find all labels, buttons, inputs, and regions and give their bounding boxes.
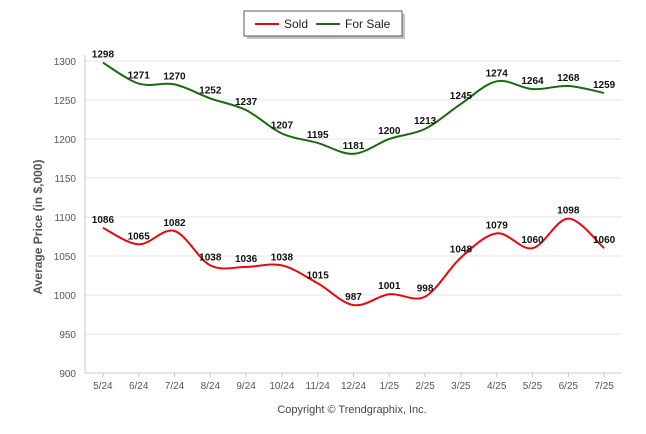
gridlines [85,60,622,335]
x-tick-label: 7/25 [594,381,614,392]
series-lines [102,61,605,307]
x-tick-label: 10/24 [269,381,294,392]
data-label-for-sale: 1274 [486,68,509,79]
y-tick-label: 950 [59,330,76,341]
data-label-for-sale: 1213 [414,116,437,127]
data-label-sold: 1048 [450,245,473,256]
data-label-sold: 1079 [486,220,509,231]
x-tick-label: 1/25 [380,381,400,392]
data-label-sold: 1060 [593,235,616,246]
data-label-for-sale: 1259 [593,80,616,91]
y-tick-label: 1100 [54,213,76,224]
x-tick-label: 11/24 [306,381,331,392]
series-line-sold [102,217,605,307]
data-label-for-sale: 1264 [521,76,544,87]
x-tick-label: 2/25 [415,381,435,392]
x-tick-label: 5/25 [523,381,543,392]
y-tick-label: 1000 [54,291,77,302]
data-label-sold: 987 [345,292,362,303]
data-label-sold: 1098 [557,206,580,217]
y-tick-labels: 900 950 1000 1050 1100 1150 1200 1250 1300 [54,57,77,380]
series-line-for-sale [102,61,605,155]
data-label-for-sale: 1270 [163,71,186,82]
x-tick-label: 4/25 [487,381,507,392]
x-tick-label: 9/24 [236,381,256,392]
x-tick-label: 3/25 [451,381,471,392]
x-tick-label: 12/24 [341,381,366,392]
data-label-sold: 998 [417,284,434,295]
data-label-for-sale: 1237 [235,97,258,108]
y-tick-label: 1150 [54,174,76,185]
x-tick-label: 7/24 [165,381,185,392]
y-tick-label: 900 [59,369,76,380]
data-label-sold: 1082 [163,218,186,229]
x-tick-label: 6/25 [559,381,579,392]
y-tick-label: 1300 [54,57,77,68]
legend-label-sold: Sold [284,17,308,31]
data-label-sold: 1038 [271,252,294,263]
data-label-for-sale: 1268 [557,73,580,84]
data-label-for-sale: 1200 [378,126,401,137]
data-label-for-sale: 1271 [128,71,151,82]
data-label-sold: 1060 [521,235,544,246]
data-label-for-sale: 1181 [343,141,365,152]
legend: Sold For Sale [243,10,405,39]
copyright-credit: Copyright © Trendgraphix, Inc. [277,404,426,416]
data-label-for-sale: 1298 [92,50,115,61]
x-tick-labels: 5/24 6/24 7/24 8/24 9/24 10/24 11/24 12/24 1/25 2… [93,381,614,392]
data-label-sold: 1065 [128,231,151,242]
data-label-for-sale: 1252 [199,85,222,96]
y-tick-label: 1050 [54,252,77,263]
data-labels: 1086 1065 1082 1038 1036 1038 1015 987 1001 998 10… [92,50,616,304]
data-label-sold: 1086 [92,215,115,226]
x-tick-label: 5/24 [93,381,113,392]
x-tick-label: 8/24 [201,381,221,392]
y-axis-title: Average Price (in $,000) [31,160,45,295]
data-label-for-sale: 1207 [271,121,294,132]
data-label-for-sale: 1245 [450,91,473,102]
data-label-sold: 1015 [307,270,330,281]
x-tick-label: 6/24 [129,381,149,392]
legend-label-for-sale: For Sale [345,17,391,31]
data-label-sold: 1036 [235,254,258,265]
axes [84,55,622,377]
y-tick-label: 1250 [54,96,77,107]
y-tick-label: 1200 [54,135,77,146]
data-label-sold: 1001 [378,281,401,292]
data-label-for-sale: 1195 [307,130,329,141]
data-label-sold: 1038 [199,252,222,263]
